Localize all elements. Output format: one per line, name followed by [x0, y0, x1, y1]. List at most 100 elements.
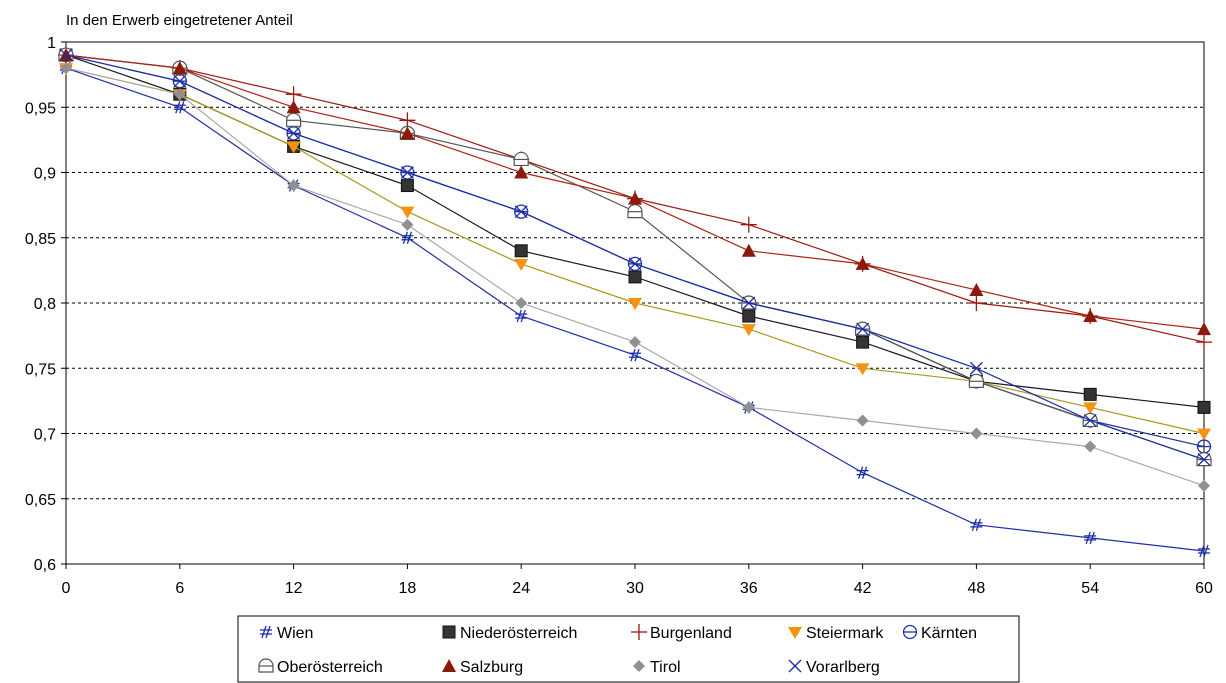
legend-label: Vorarlberg — [806, 659, 880, 676]
legend-marker-kaernten — [902, 624, 918, 640]
data-point-steiermark — [855, 363, 870, 376]
data-point-burgenland — [1196, 334, 1212, 351]
data-point-burgenland — [285, 86, 302, 103]
data-point-oberoesterreich — [286, 112, 302, 127]
data-point-salzburg — [286, 100, 301, 114]
data-point-wien — [1084, 531, 1097, 545]
data-point-vorarlberg — [742, 296, 756, 310]
x-tick-label: 24 — [512, 580, 530, 597]
data-point-tirol — [515, 297, 528, 309]
legend-label: Oberösterreich — [277, 659, 383, 676]
data-point-vorarlberg — [514, 205, 528, 219]
series-vorarlberg — [59, 48, 1211, 467]
data-point-niederoesterreich — [628, 270, 642, 284]
series-line-steiermark — [65, 67, 1205, 435]
series-steiermark — [59, 63, 1211, 441]
data-point-vorarlberg — [287, 126, 301, 140]
data-point-tirol — [742, 401, 755, 414]
data-point-salzburg — [628, 191, 642, 205]
legend-label: Steiermark — [806, 625, 884, 642]
legend-box — [237, 615, 1020, 683]
legend-marker-niederoesterreich — [442, 625, 456, 639]
y-axis: 0,6 0,65 0,7 0,75 0,8 0,85 0,9 0,95 1 — [25, 35, 66, 574]
data-point-niederoesterreich — [742, 309, 756, 323]
y-tick-label: 0,75 — [25, 361, 56, 378]
data-point-vorarlberg — [1197, 453, 1211, 467]
x-tick-label: 30 — [626, 580, 644, 597]
data-point-tirol — [1198, 479, 1210, 492]
data-point-niederoesterreich — [514, 244, 528, 258]
x-axis: 0 6 12 18 24 30 36 42 48 54 60 — [62, 564, 1213, 597]
legend-label: Wien — [277, 625, 313, 642]
legend-item-steiermark: Steiermark — [788, 625, 884, 642]
data-point-vorarlberg — [173, 74, 187, 88]
data-point-salzburg — [1083, 309, 1098, 323]
x-tick-label: 36 — [740, 580, 758, 597]
data-point-wien — [856, 466, 869, 479]
y-tick-label: 0,85 — [25, 231, 56, 248]
legend-item-tirol: Tirol — [633, 659, 681, 676]
x-tick-label: 60 — [1195, 580, 1213, 597]
data-point-niederoesterreich — [1197, 400, 1211, 414]
series-line-wien — [65, 67, 1205, 552]
data-point-vorarlberg — [400, 166, 414, 179]
data-point-wien — [173, 101, 186, 114]
legend-label: Kärnten — [921, 625, 977, 642]
data-point-steiermark — [741, 324, 756, 337]
y-tick-label: 0,95 — [25, 100, 56, 117]
data-point-steiermark — [400, 206, 415, 219]
legend-label: Niederösterreich — [460, 625, 577, 642]
x-tick-label: 42 — [854, 580, 872, 597]
x-tick-label: 48 — [968, 580, 986, 597]
data-point-tirol — [1084, 440, 1097, 453]
legend: Wien Niederösterreich Burgenland Steiermark… — [237, 615, 1020, 683]
data-point-vorarlberg — [628, 257, 642, 271]
legend-marker-steiermark — [788, 627, 802, 639]
legend-item-kaernten: Kärnten — [902, 624, 977, 642]
y-tick-label: 0,6 — [34, 557, 56, 574]
legend-marker-tirol — [633, 660, 645, 672]
data-point-burgenland — [968, 295, 985, 311]
y-tick-label: 0,8 — [34, 296, 56, 313]
y-axis-title: In den Erwerb eingetretener Anteil — [66, 12, 293, 29]
legend-item-burgenland: Burgenland — [631, 624, 732, 642]
legend-item-oberoesterreich: Oberösterreich — [258, 658, 383, 676]
data-point-salzburg — [400, 126, 415, 140]
data-point-tirol — [173, 88, 186, 101]
legend-item-vorarlberg: Vorarlberg — [788, 659, 880, 676]
x-tick-label: 54 — [1081, 580, 1099, 597]
data-point-oberoesterreich — [627, 204, 643, 219]
data-point-wien — [629, 348, 641, 362]
data-point-salzburg — [969, 282, 984, 296]
data-point-niederoesterreich — [856, 335, 870, 349]
gridlines — [66, 106, 1204, 500]
legend-marker-burgenland — [631, 624, 647, 640]
legend-marker-oberoesterreich — [258, 658, 274, 673]
legend-label: Burgenland — [650, 625, 732, 642]
data-point-wien — [515, 309, 528, 323]
data-point-wien — [1198, 544, 1210, 558]
x-tick-label: 18 — [399, 580, 417, 597]
data-point-steiermark — [628, 298, 642, 310]
legend-item-niederoesterreich: Niederösterreich — [442, 625, 577, 642]
data-point-salzburg — [855, 256, 870, 270]
legend-marker-wien — [260, 625, 272, 639]
data-point-steiermark — [514, 258, 529, 271]
series-kaernten — [58, 47, 1212, 454]
legend-label: Salzburg — [460, 659, 523, 676]
data-point-niederoesterreich — [1083, 387, 1097, 401]
series-tirol — [60, 62, 1210, 492]
data-point-salzburg — [1197, 322, 1211, 336]
legend-label: Tirol — [650, 659, 681, 676]
series-line-niederoesterreich — [65, 54, 1205, 408]
y-tick-label: 0,7 — [34, 427, 56, 444]
legend-item-salzburg: Salzburg — [442, 659, 523, 676]
x-tick-label: 0 — [62, 580, 71, 597]
data-point-wien — [401, 231, 414, 244]
data-point-salzburg — [172, 61, 187, 75]
y-tick-label: 1 — [47, 35, 56, 52]
y-tick-label: 0,9 — [34, 166, 56, 183]
data-point-steiermark — [286, 141, 301, 154]
legend-item-wien: Wien — [260, 625, 313, 642]
x-tick-label: 12 — [285, 580, 303, 597]
